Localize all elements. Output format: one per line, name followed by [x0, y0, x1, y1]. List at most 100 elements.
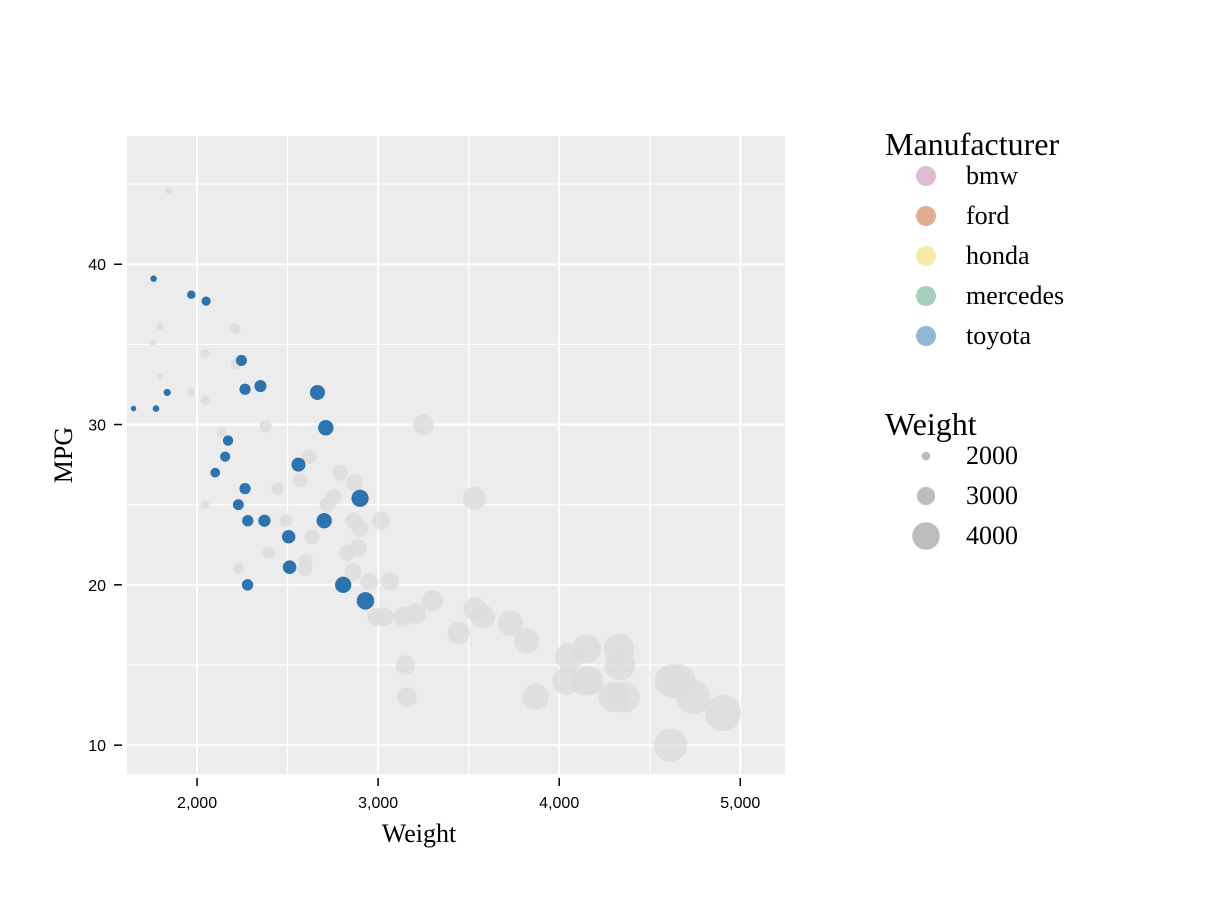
muted-data-point	[200, 500, 210, 510]
highlighted-data-point	[335, 576, 352, 594]
muted-points	[149, 186, 742, 762]
muted-data-point	[229, 322, 241, 334]
muted-data-point	[325, 488, 342, 505]
highlighted-data-point	[242, 515, 254, 527]
legend-label-toyota: toyota	[966, 321, 1031, 350]
muted-data-point	[380, 572, 400, 592]
size-legend-circle	[912, 522, 940, 550]
highlighted-data-point	[239, 483, 251, 495]
muted-data-point	[471, 605, 495, 629]
muted-data-point	[375, 607, 394, 627]
legend-swatch-bmw	[916, 166, 936, 186]
muted-data-point	[186, 388, 195, 397]
highlighted-data-point	[150, 275, 157, 282]
highlighted-data-point	[351, 489, 369, 507]
highlighted-data-point	[220, 451, 231, 462]
muted-data-point	[406, 603, 427, 624]
muted-data-point	[413, 414, 434, 435]
highlighted-data-point	[235, 354, 247, 366]
y-tick-label: 30	[88, 418, 106, 435]
muted-data-point	[332, 464, 349, 481]
legend-label-ford: ford	[966, 201, 1009, 230]
muted-data-point	[302, 449, 317, 464]
highlighted-data-point	[316, 513, 332, 529]
axes: 2,000 3,000 4,000 5,000 10 20 30 40	[88, 257, 760, 812]
color-legend: bmw ford honda mercedes toyota	[916, 161, 1064, 350]
muted-data-point	[571, 634, 601, 664]
muted-data-point	[604, 649, 636, 681]
highlighted-points	[130, 275, 375, 610]
highlighted-data-point	[210, 467, 221, 478]
muted-data-point	[271, 482, 285, 496]
highlighted-data-point	[222, 435, 234, 446]
muted-data-point	[200, 349, 210, 359]
highlighted-data-point	[163, 388, 171, 397]
y-tick-label: 20	[88, 578, 106, 595]
legend-swatch-ford	[916, 206, 936, 226]
muted-data-point	[298, 553, 313, 568]
muted-data-point	[165, 186, 173, 195]
x-tick-label: 3,000	[358, 795, 398, 812]
highlighted-data-point	[318, 420, 334, 436]
size-legend-label: 3000	[966, 481, 1018, 510]
highlighted-data-point	[241, 579, 254, 591]
muted-data-point	[216, 427, 227, 438]
muted-data-point	[653, 728, 688, 762]
highlighted-data-point	[356, 592, 375, 610]
muted-data-point	[371, 511, 391, 530]
muted-data-point	[608, 681, 640, 713]
size-legend-title: Weight	[885, 406, 977, 442]
highlighted-data-point	[281, 529, 296, 544]
muted-data-point	[705, 695, 742, 732]
muted-data-point	[200, 395, 210, 406]
muted-data-point	[447, 621, 470, 645]
highlighted-data-point	[130, 405, 137, 412]
muted-data-point	[462, 486, 486, 510]
muted-data-point	[156, 373, 164, 380]
muted-data-point	[497, 610, 523, 636]
legend-swatch-honda	[916, 246, 936, 266]
legend-swatch-toyota	[916, 326, 936, 346]
y-axis-title: MPG	[49, 427, 78, 483]
muted-data-point	[397, 687, 417, 707]
highlighted-data-point	[282, 560, 297, 574]
highlighted-data-point	[291, 457, 306, 472]
muted-data-point	[360, 572, 378, 591]
muted-data-point	[344, 563, 362, 581]
x-tick-label: 5,000	[720, 795, 760, 812]
highlighted-data-point	[309, 384, 325, 400]
muted-data-point	[259, 419, 273, 433]
highlighted-data-point	[258, 514, 271, 527]
size-legend: 2000 3000 4000	[912, 441, 1018, 550]
size-legend-label: 4000	[966, 521, 1018, 550]
y-tick-label: 40	[88, 257, 106, 274]
muted-data-point	[351, 520, 369, 538]
legend-label-honda: honda	[966, 241, 1030, 270]
highlighted-data-point	[254, 380, 267, 393]
muted-data-point	[395, 655, 416, 675]
muted-data-point	[279, 514, 293, 528]
muted-data-point	[304, 529, 320, 545]
muted-data-point	[421, 590, 443, 612]
x-tick-label: 2,000	[177, 795, 217, 812]
muted-data-point	[293, 473, 308, 488]
muted-data-point	[346, 473, 364, 491]
legend-label-bmw: bmw	[966, 161, 1018, 190]
legend-label-mercedes: mercedes	[966, 281, 1064, 310]
muted-data-point	[349, 539, 367, 557]
muted-data-point	[513, 628, 540, 654]
x-axis-title: Weight	[382, 819, 457, 848]
muted-data-point	[156, 323, 164, 331]
muted-data-point	[233, 563, 245, 575]
legend-swatch-mercedes	[916, 286, 936, 306]
y-tick-label: 10	[88, 738, 106, 755]
highlighted-data-point	[232, 499, 244, 511]
muted-data-point	[149, 339, 156, 347]
highlighted-data-point	[239, 383, 251, 395]
highlighted-data-point	[201, 296, 211, 306]
size-legend-circle	[921, 451, 931, 461]
size-legend-label: 2000	[966, 441, 1018, 470]
x-tick-label: 4,000	[539, 795, 579, 812]
highlighted-data-point	[152, 405, 160, 412]
